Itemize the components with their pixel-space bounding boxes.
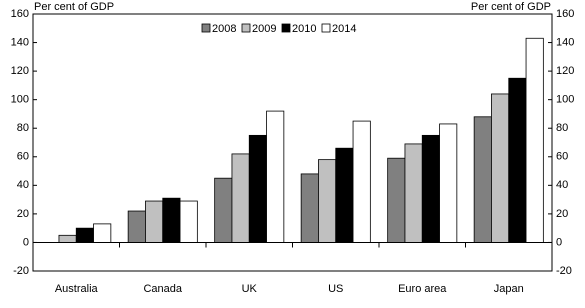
- bar: [93, 223, 112, 243]
- bar: [300, 173, 319, 243]
- y-tick-label: 40: [17, 179, 29, 191]
- x-tick-label: Euro area: [398, 283, 447, 295]
- bar: [421, 134, 440, 243]
- y-tick-label-right: 120: [556, 65, 574, 77]
- legend-label: 2008: [212, 23, 236, 35]
- y-tick-label-right: -20: [556, 265, 572, 277]
- bar: [508, 77, 527, 243]
- bar: [162, 197, 181, 243]
- y-tick-label: 0: [23, 236, 29, 248]
- y-tick-label: -20: [13, 265, 29, 277]
- bar: [58, 234, 77, 243]
- bar: [214, 177, 233, 243]
- y-tick-label: 100: [11, 94, 29, 106]
- bar: [248, 134, 267, 243]
- x-tick-label: Australia: [55, 283, 99, 295]
- bar: [179, 200, 198, 243]
- x-tick-label: Canada: [143, 283, 182, 295]
- bar: [231, 153, 250, 243]
- bar: [318, 159, 337, 243]
- legend-swatch: [241, 23, 251, 33]
- x-tick-label: Japan: [494, 283, 524, 295]
- legend-label: 2009: [252, 23, 276, 35]
- bar: [473, 116, 492, 243]
- bar: [387, 157, 406, 243]
- legend-swatch: [281, 23, 291, 33]
- bar: [404, 143, 423, 243]
- x-tick-label: US: [328, 283, 343, 295]
- y-tick-label-right: 20: [556, 208, 568, 220]
- y-tick-label-right: 80: [556, 122, 568, 134]
- y-tick-label: 20: [17, 208, 29, 220]
- x-tick-label: UK: [242, 283, 258, 295]
- y-axis-label-left: Per cent of GDP: [34, 1, 114, 13]
- bar: [266, 110, 285, 243]
- legend-label: 2014: [332, 23, 356, 35]
- legend-swatch: [321, 23, 331, 33]
- plot-area: [32, 13, 553, 272]
- y-tick-label: 80: [17, 122, 29, 134]
- y-tick-label-right: 140: [556, 36, 574, 48]
- bar: [145, 200, 164, 243]
- bar: [352, 120, 371, 243]
- bar: [439, 123, 458, 243]
- bar: [75, 227, 94, 243]
- y-tick-label: 160: [11, 8, 29, 20]
- bar: [335, 147, 354, 243]
- y-axis-label-right: Per cent of GDP: [471, 1, 551, 13]
- y-tick-label-right: 40: [556, 179, 568, 191]
- legend-swatch: [201, 23, 211, 33]
- y-tick-label: 60: [17, 151, 29, 163]
- y-tick-label-right: 160: [556, 8, 574, 20]
- legend-label: 2010: [292, 23, 316, 35]
- bar: [491, 93, 510, 243]
- y-tick-label-right: 0: [556, 236, 562, 248]
- bar: [127, 210, 146, 243]
- y-tick-label: 140: [11, 36, 29, 48]
- y-tick-label-right: 100: [556, 94, 574, 106]
- y-tick-label: 120: [11, 65, 29, 77]
- y-tick-label-right: 60: [556, 151, 568, 163]
- bar: [525, 37, 544, 243]
